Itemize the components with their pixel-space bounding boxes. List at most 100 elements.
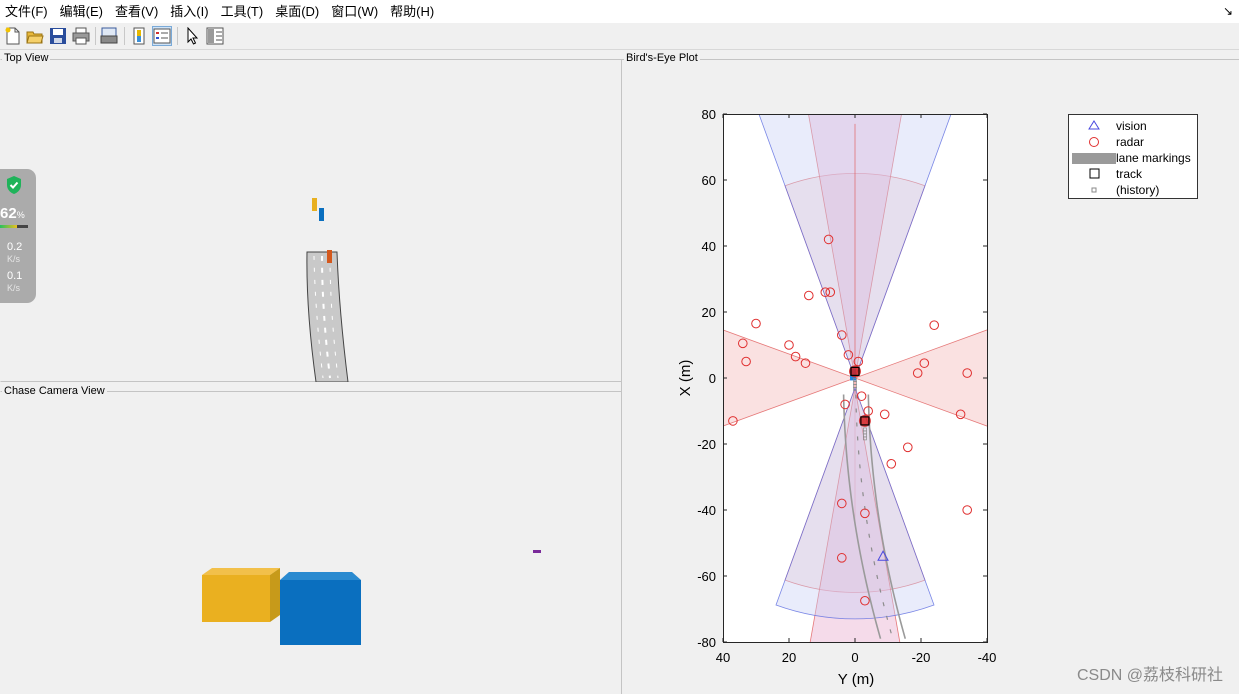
menu-view[interactable]: 查看(V) <box>114 4 159 19</box>
vision-coverage-rear <box>775 386 935 620</box>
chase-camera-panel: Chase Camera View <box>0 383 622 694</box>
track-marker <box>860 416 870 426</box>
radar-detection-marker <box>853 356 864 367</box>
cpu-usage-bar <box>0 225 28 228</box>
x-tick-label: -40 <box>978 650 997 665</box>
radar-detection-marker <box>863 406 874 416</box>
y-tick-label: 40 <box>702 239 716 254</box>
pointer-icon[interactable] <box>183 27 201 45</box>
top-view-title: Top View <box>2 52 51 64</box>
radar-detection-marker <box>784 340 794 350</box>
track-cluster-marker <box>849 365 861 378</box>
property-editor-icon[interactable] <box>206 27 224 45</box>
radar-coverage-right <box>853 329 987 427</box>
track-history-marker <box>863 436 867 441</box>
y-tick-label: 80 <box>702 107 716 122</box>
y-tick-label: -40 <box>697 503 716 518</box>
menu-tools[interactable]: 工具(T) <box>220 4 264 19</box>
vision-detection-marker <box>877 550 889 561</box>
legend-label: track <box>1116 167 1143 181</box>
radar-detection-marker <box>728 416 738 426</box>
figure-toolbar <box>0 23 1239 50</box>
radar-detection-marker <box>837 498 847 509</box>
radar-detection-marker <box>837 330 847 340</box>
vehicle-yellow <box>312 198 317 211</box>
legend-label: radar <box>1116 135 1145 149</box>
chase-view-title: Chase Camera View <box>2 385 107 397</box>
track-history-marker <box>853 387 857 391</box>
menu-file[interactable]: 文件(F) <box>5 4 48 19</box>
open-file-icon[interactable] <box>26 27 44 45</box>
legend-label: (history) <box>1116 183 1160 197</box>
circle-marker-icon <box>1089 137 1099 147</box>
radar-detection-marker <box>823 234 834 245</box>
y-tick-label: 0 <box>709 371 716 386</box>
radar-detection-marker <box>825 287 836 298</box>
new-figure-icon[interactable] <box>4 27 22 45</box>
radar-detection-marker <box>800 358 811 368</box>
radar-detection-marker <box>837 553 847 563</box>
vehicle-blue-3d <box>280 580 361 645</box>
birds-eye-title: Bird's-Eye Plot <box>624 52 700 64</box>
menu-desktop[interactable]: 桌面(D) <box>275 4 320 19</box>
print-icon[interactable] <box>72 27 90 45</box>
plot-legend[interactable]: vision radar lane markings track (histor… <box>1068 114 1198 199</box>
legend-entry-history: (history) <box>1069 182 1197 198</box>
x-tick-label: 0 <box>851 650 858 665</box>
download-rate-unit: K/s <box>7 283 21 293</box>
save-icon[interactable] <box>49 27 67 45</box>
menu-window[interactable]: 窗口(W) <box>331 4 379 19</box>
radar-detection-marker <box>886 459 897 469</box>
menu-help[interactable]: 帮助(H) <box>390 4 435 19</box>
lane-marking <box>867 394 907 639</box>
radar-detection-marker <box>790 351 801 362</box>
radar-detection-marker <box>804 290 814 301</box>
legend-entry-track: track <box>1069 166 1197 182</box>
vehicle-yellow-3d <box>202 575 270 622</box>
x-tick-label: -20 <box>912 650 931 665</box>
radar-detection-marker <box>840 399 850 410</box>
small-square-marker-icon <box>1091 187 1097 193</box>
y-tick-label: 60 <box>702 173 716 188</box>
radar-detection-marker <box>843 350 854 360</box>
upload-rate-unit: K/s <box>7 254 21 264</box>
watermark: CSDN @荔枝科研社 <box>1076 667 1223 684</box>
legend-entry-lane-markings: lane markings <box>1069 150 1197 166</box>
radar-detection-marker <box>962 368 973 378</box>
download-rate: 0.1 <box>7 270 23 282</box>
radar-detection-marker <box>856 391 867 401</box>
y-axis-label: X (m) <box>677 360 694 397</box>
menu-insert[interactable]: 插入(I) <box>170 4 209 19</box>
colorbar-icon[interactable] <box>130 27 148 45</box>
y-tick-label: -20 <box>697 437 716 452</box>
y-tick-label: -60 <box>697 569 716 584</box>
radar-detection-marker <box>919 358 930 368</box>
legend-entry-radar: radar <box>1069 134 1197 150</box>
chase-view-scene[interactable] <box>190 543 550 653</box>
track-marker <box>850 366 860 376</box>
legend-label: vision <box>1116 119 1147 133</box>
birds-eye-panel: Bird's-Eye Plot <box>621 50 1239 694</box>
x-axis-label: Y (m) <box>838 671 874 688</box>
toolbar-separator <box>95 27 96 45</box>
legend-icon[interactable] <box>152 26 172 46</box>
y-tick-label: -80 <box>697 635 716 650</box>
top-view-scene[interactable] <box>290 190 370 382</box>
birds-eye-frame <box>621 59 1239 694</box>
radar-detection-marker <box>860 595 870 606</box>
square-marker-icon <box>1089 168 1100 179</box>
print-preview-icon[interactable] <box>100 27 118 45</box>
toolbar-separator <box>124 27 125 45</box>
menu-edit[interactable]: 编辑(E) <box>59 4 103 19</box>
dock-arrow-icon[interactable]: ↘ <box>1222 4 1233 18</box>
menu-bar: 文件(F) 编辑(E) 查看(V) 插入(I) 工具(T) 桌面(D) 窗口(W… <box>0 0 1239 23</box>
radar-detection-marker <box>879 409 890 420</box>
cpu-percent: 62 <box>0 205 17 222</box>
performance-overlay[interactable]: 62% 0.2 K/s 0.1 K/s <box>0 169 36 303</box>
legend-label: lane markings <box>1116 151 1191 165</box>
cpu-percent-unit: % <box>16 210 25 220</box>
vehicle-blue <box>319 208 324 221</box>
radar-detection-marker <box>929 320 940 331</box>
legend-entry-vision: vision <box>1069 118 1197 134</box>
